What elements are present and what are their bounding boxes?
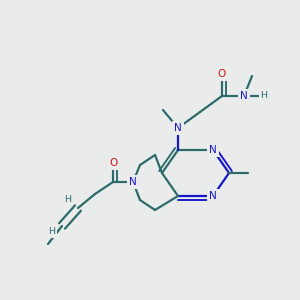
Text: O: O: [109, 158, 117, 168]
Text: H: H: [64, 196, 71, 205]
Text: N: N: [209, 145, 217, 155]
Text: N: N: [129, 177, 137, 187]
Text: N: N: [174, 123, 182, 133]
Text: H: H: [260, 92, 268, 100]
Text: N: N: [209, 191, 217, 201]
Text: N: N: [240, 91, 248, 101]
Text: H: H: [49, 227, 56, 236]
Text: O: O: [218, 69, 226, 79]
